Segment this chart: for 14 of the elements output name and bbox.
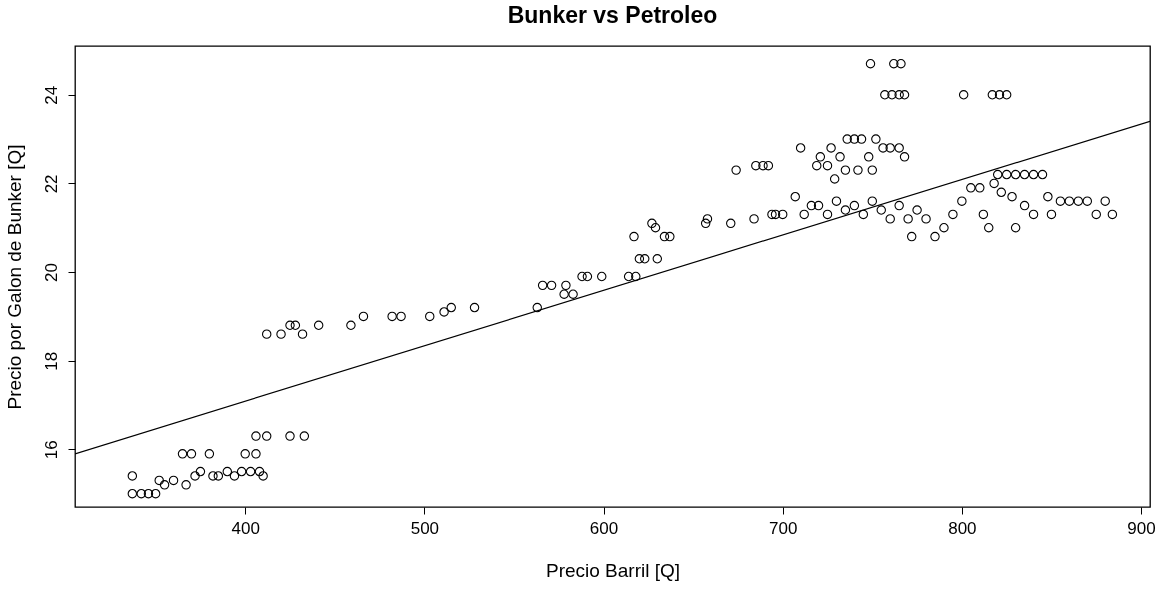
y-tick-label: 16 — [41, 440, 61, 460]
x-tick-label: 600 — [589, 518, 619, 538]
x-axis-title: Precio Barril [Q] — [545, 559, 681, 581]
y-tick-label: 24 — [41, 85, 61, 105]
x-tick-label: 800 — [948, 518, 977, 538]
x-tick-label: 400 — [231, 518, 260, 538]
y-tick-label: 22 — [41, 174, 61, 194]
y-axis-title: Precio por Galon de Bunker [Q] — [3, 144, 25, 410]
x-tick-label: 500 — [410, 518, 440, 538]
chart-title: Bunker vs Petroleo — [507, 2, 718, 28]
x-tick-label: 700 — [769, 518, 798, 538]
y-tick-label: 18 — [41, 351, 61, 371]
x-tick-label: 900 — [1127, 518, 1156, 538]
y-tick-label: 20 — [41, 263, 61, 283]
